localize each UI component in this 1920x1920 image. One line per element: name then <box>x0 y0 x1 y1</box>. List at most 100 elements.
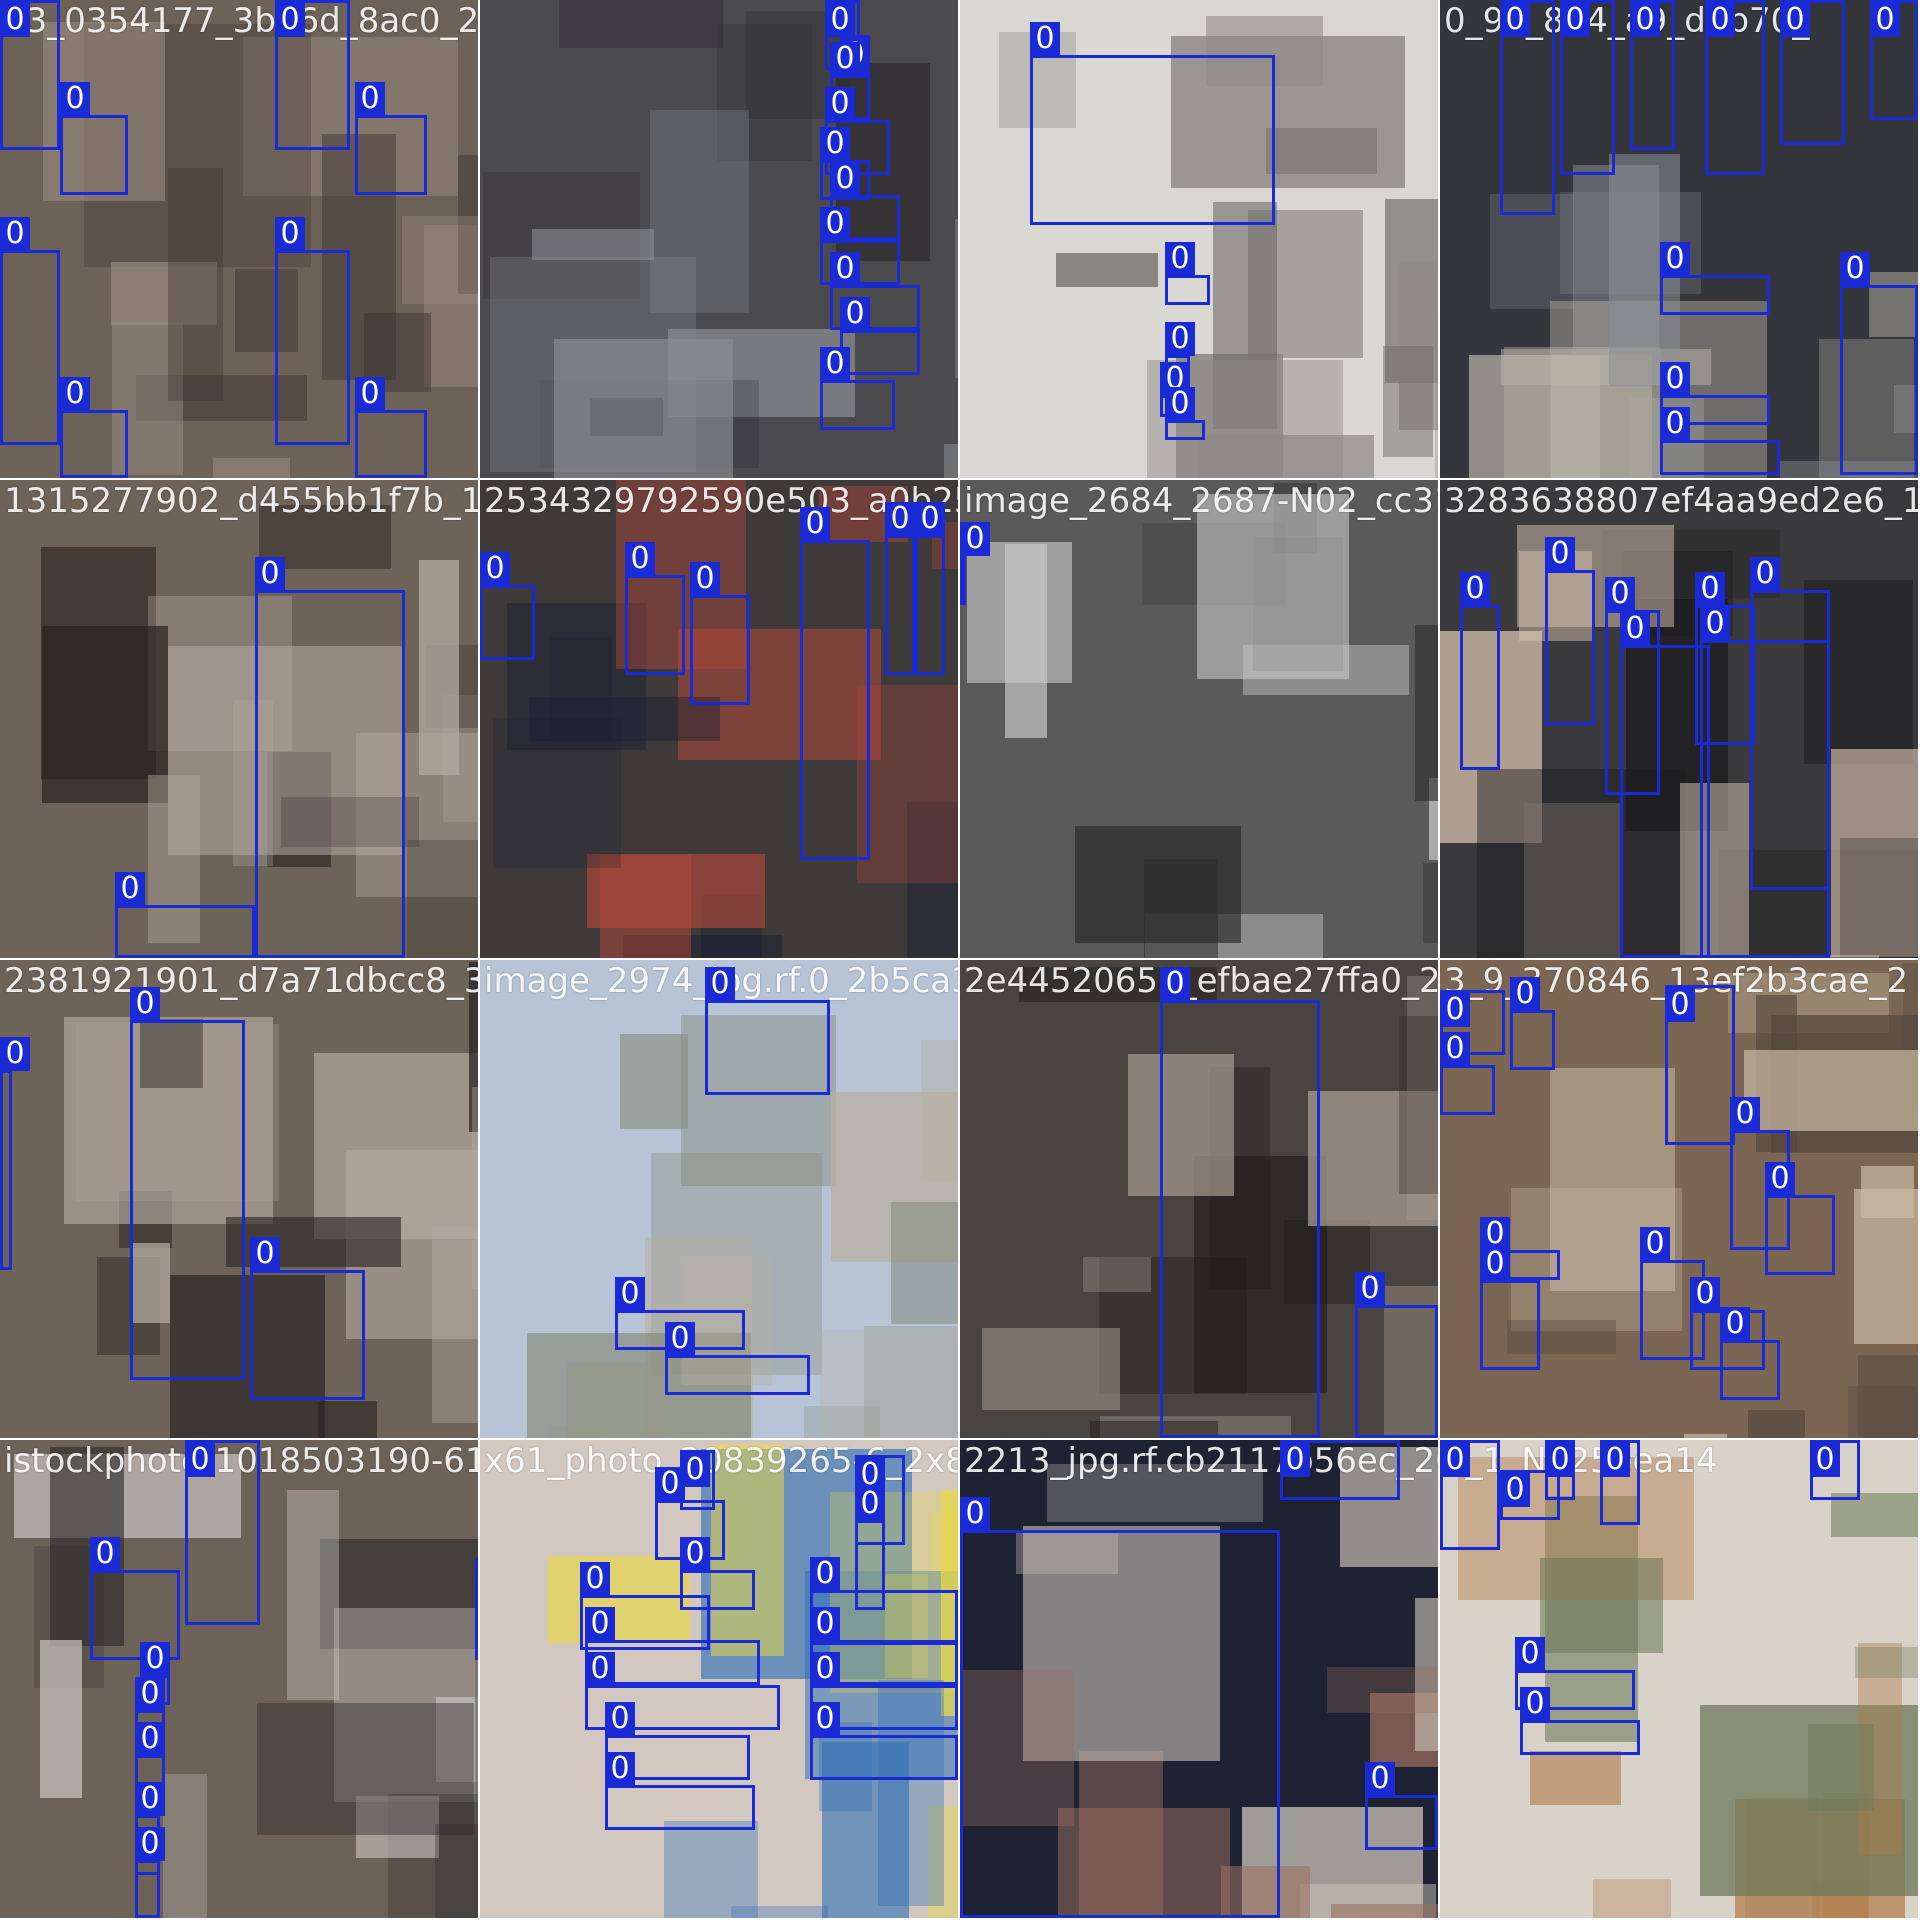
class-label: 0 <box>1765 1162 1795 1196</box>
tile-photo <box>1440 0 1918 478</box>
tile-photo <box>960 480 1438 958</box>
class-label: 0 <box>1545 1443 1575 1477</box>
class-label: 0 <box>275 217 305 251</box>
tile-photo <box>0 960 478 1438</box>
bounding-box: 0 <box>1480 1247 1540 1370</box>
class-label: 0 <box>130 987 160 1021</box>
bounding-box: 0 <box>115 872 255 958</box>
class-label: 0 <box>0 1037 30 1071</box>
class-label: 0 <box>1780 3 1810 37</box>
mosaic-tile: 23_0354177_3b06d_8ac0_2156ee_75254420250… <box>0 0 478 478</box>
bounding-box: 0 <box>1660 242 1770 315</box>
class-label: 0 <box>1620 612 1650 646</box>
class-label: 0 <box>1695 572 1725 606</box>
mosaic-tile: 1315277902_d455bb1f7b_1 0 0 <box>0 480 478 958</box>
class-label: 0 <box>1515 1637 1545 1671</box>
class-label: 0 <box>840 297 870 331</box>
class-label: 0 <box>1560 3 1590 37</box>
class-label: 0 <box>855 1458 885 1492</box>
class-label: 0 <box>960 522 990 556</box>
bounding-box: 0 <box>1030 22 1275 225</box>
mosaic-tile: x61_photo_20839265-6_2x8 0 0 0 0 0 0 0 0 0 0 0 0 0 0 <box>480 1440 958 1918</box>
class-label: 0 <box>1510 977 1540 1011</box>
class-label: 0 <box>810 1652 840 1686</box>
class-label: 0 <box>1720 1307 1750 1341</box>
class-label: 0 <box>915 502 945 536</box>
mosaic-tile: 1_1_N025eea14 0 0 0 0 0 0 0 <box>1440 1440 1918 1918</box>
tile-photo <box>0 480 478 958</box>
bounding-box: 0 <box>0 217 60 445</box>
class-label: 0 <box>810 1557 840 1591</box>
bounding-box: 0 <box>690 562 750 705</box>
class-label: 0 <box>1840 252 1870 286</box>
class-label: 0 <box>830 42 860 76</box>
bounding-box: 0 <box>130 987 245 1380</box>
bounding-box: 0 <box>705 967 830 1095</box>
class-label: 0 <box>690 562 720 596</box>
bounding-box: 0 <box>960 522 990 605</box>
bounding-box: 0 <box>915 502 945 675</box>
mosaic-tile: image_2684_2687-N02_cc311b5e0 <box>960 480 1438 958</box>
class-label: 0 <box>885 502 915 536</box>
bounding-box: 0 <box>1665 985 1735 1145</box>
class-label: 0 <box>480 552 510 586</box>
bounding-box: 0 <box>1620 612 1710 958</box>
class-label: 0 <box>135 1677 165 1711</box>
class-label: 0 <box>680 1537 710 1571</box>
class-label: 0 <box>820 207 850 241</box>
class-label: 0 <box>135 1782 165 1816</box>
class-label: 0 <box>1440 1032 1470 1066</box>
bounding-box: 0 <box>355 377 427 478</box>
mosaic-tile: 3283638807ef4aa9ed2e6_1 0 0 0 0 0 0 0 <box>1440 480 1918 958</box>
bounding-box: 0 <box>1765 1162 1835 1275</box>
class-label: 0 <box>810 1702 840 1736</box>
bounding-box: 0 <box>1545 537 1595 725</box>
class-label: 0 <box>1750 557 1780 591</box>
bounding-box: 0 <box>0 1037 30 1270</box>
bounding-box: 0 <box>580 1562 710 1650</box>
class-label: 0 <box>1705 3 1735 37</box>
bounding-box: 0 <box>0 0 60 150</box>
class-label: 0 <box>1440 993 1470 1027</box>
bounding-box: 0 <box>1720 1307 1780 1400</box>
tile-photo <box>480 480 958 958</box>
bounding-box: 0 <box>1165 387 1205 440</box>
class-label: 0 <box>1440 1443 1470 1477</box>
class-label: 0 <box>1660 362 1690 396</box>
class-label: 0 <box>1665 988 1695 1022</box>
class-label: 0 <box>1160 967 1190 1001</box>
bounding-box: 0 <box>1520 1687 1640 1755</box>
bounding-box: 0 <box>475 1557 478 1660</box>
bounding-box: 0 <box>1730 1097 1790 1250</box>
bounding-box: 0 <box>1500 0 1555 215</box>
class-label: 0 <box>1480 1247 1510 1281</box>
bounding-box: 0 <box>820 127 870 200</box>
bounding-box: 0 <box>605 1702 750 1780</box>
class-label: 0 <box>810 1607 840 1641</box>
bounding-box: 0 <box>825 87 890 175</box>
tile-photo <box>0 1440 478 1918</box>
bounding-box: 0 <box>1560 0 1615 175</box>
class-label: 0 <box>605 1752 635 1786</box>
class-label: 0 <box>135 1827 165 1861</box>
bounding-box: 0 <box>275 0 350 150</box>
tile-photo <box>0 0 478 478</box>
class-label: 0 <box>680 1453 710 1487</box>
bounding-box: 0 <box>90 1537 180 1660</box>
bounding-box: 0 <box>1500 1470 1560 1520</box>
bounding-box: 0 <box>1870 0 1918 120</box>
bounding-box: 0 <box>1440 990 1505 1055</box>
class-label: 0 <box>825 87 855 121</box>
class-label: 0 <box>1810 1443 1840 1477</box>
bounding-box: 0 <box>250 1237 365 1400</box>
bounding-box: 0 <box>885 502 915 675</box>
class-label: 0 <box>0 3 30 37</box>
class-label: 0 <box>615 1277 645 1311</box>
mosaic-tile: istockphoto-1018503190-612x61200000000 <box>0 1440 478 1918</box>
bounding-box: 0 <box>255 557 405 958</box>
bounding-box: 0 <box>60 82 128 195</box>
bounding-box: 0 <box>830 252 920 330</box>
